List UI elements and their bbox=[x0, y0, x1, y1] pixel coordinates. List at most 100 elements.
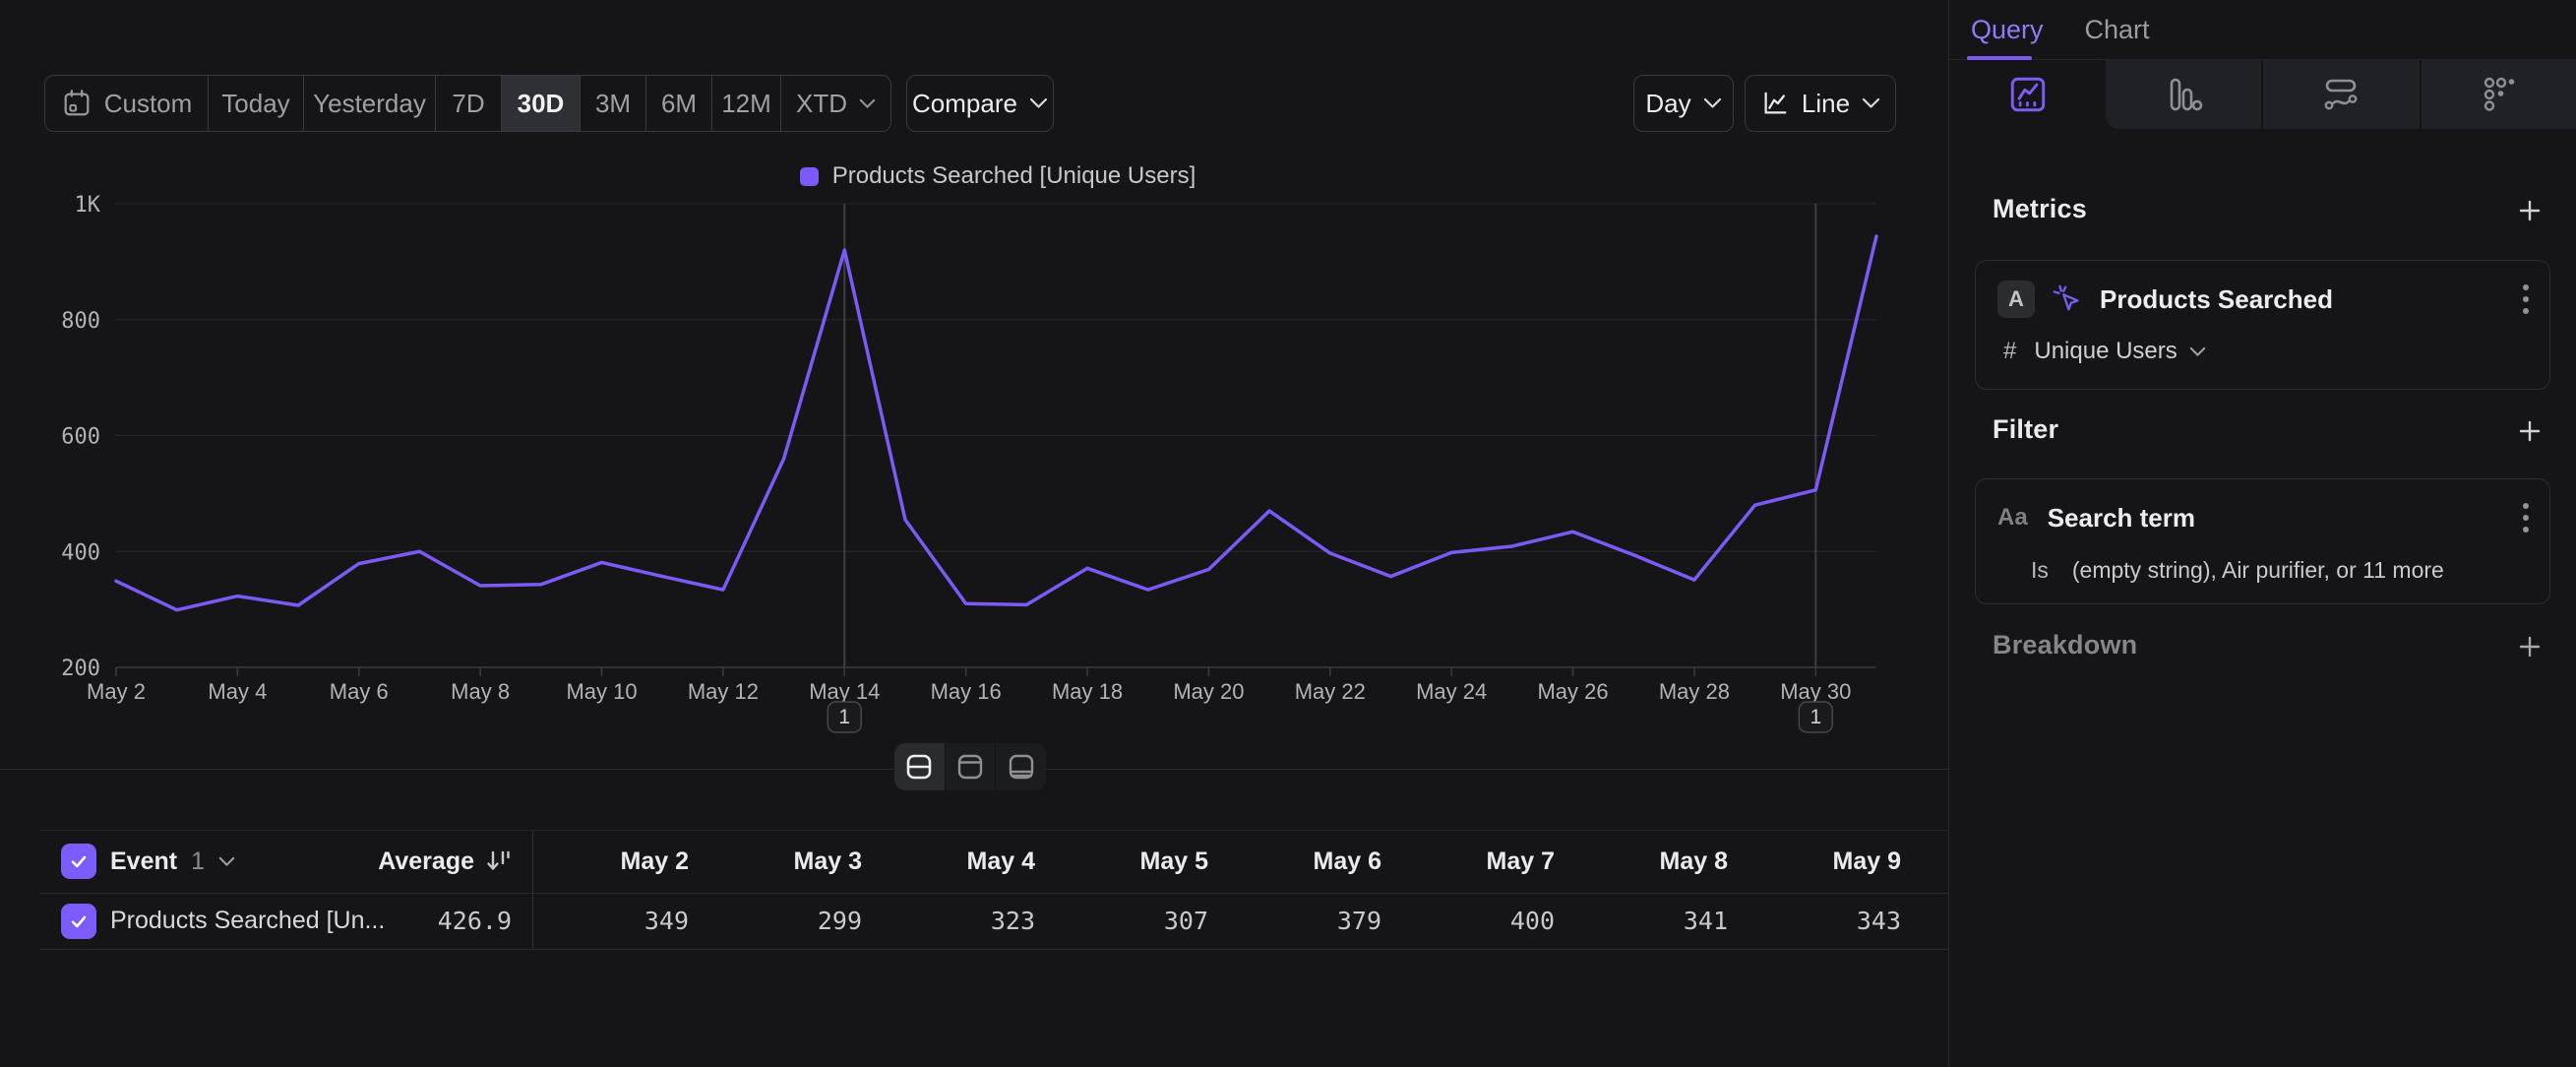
y-tick-label: 400 bbox=[61, 540, 100, 565]
x-tick-label: May 10 bbox=[566, 679, 637, 704]
bottom-pane-icon bbox=[1006, 751, 1037, 783]
tab-chart[interactable]: Chart bbox=[2085, 15, 2150, 45]
add-breakdown-button[interactable] bbox=[2515, 632, 2545, 666]
granularity-label: Day bbox=[1645, 89, 1690, 119]
metric-card[interactable]: A Products Searched # Unique Users bbox=[1975, 260, 2550, 390]
checkmark-icon bbox=[67, 849, 91, 873]
date-value-4: 307 bbox=[1035, 893, 1208, 949]
x-tick-label: May 22 bbox=[1295, 679, 1366, 704]
date-range-group: Custom TodayYesterday 7D 30D 3M 6M 12M XTD bbox=[44, 75, 891, 132]
average-column-header[interactable]: Average bbox=[216, 830, 512, 893]
kebab-menu-icon[interactable] bbox=[2522, 501, 2530, 534]
date-header-5: May 6 bbox=[1208, 830, 1381, 893]
range-7d[interactable]: 7D bbox=[436, 76, 502, 131]
flow-tab-icon bbox=[2319, 73, 2362, 116]
svg-text:1: 1 bbox=[1809, 706, 1821, 728]
range-30d[interactable]: 30D bbox=[502, 76, 581, 131]
tab-bar-chart[interactable] bbox=[2106, 60, 2263, 129]
plus-icon bbox=[2515, 196, 2545, 225]
chart-legend[interactable]: Products Searched [Unique Users] bbox=[116, 159, 1879, 193]
row-bottom-border bbox=[39, 949, 1948, 950]
date-value-2: 299 bbox=[689, 893, 862, 949]
x-tick-label: May 6 bbox=[330, 679, 389, 704]
range-label: 6M bbox=[661, 89, 697, 119]
date-value-6: 400 bbox=[1381, 893, 1555, 949]
chart-type-tabs bbox=[1949, 60, 2576, 129]
layout-switcher bbox=[894, 743, 1046, 790]
filter-value[interactable]: (empty string), Air purifier, or 11 more bbox=[2072, 557, 2444, 584]
granularity-button[interactable]: Day bbox=[1633, 75, 1734, 132]
add-metric-button[interactable] bbox=[2515, 196, 2545, 230]
query-sidebar: Query Chart bbox=[1948, 0, 2576, 1067]
range-label: XTD bbox=[796, 89, 847, 119]
range-6m[interactable]: 6M bbox=[646, 76, 712, 131]
date-value-8: 343 bbox=[1728, 893, 1901, 949]
plus-icon bbox=[2515, 416, 2545, 446]
series-line[interactable] bbox=[116, 236, 1876, 610]
annotation-badge[interactable]: 1 bbox=[1799, 702, 1832, 732]
measure-prefix: # bbox=[2003, 338, 2016, 365]
kebab-menu-icon[interactable] bbox=[2522, 282, 2530, 316]
tab-query[interactable]: Query bbox=[1971, 15, 2044, 45]
range-xtd[interactable]: XTD bbox=[781, 76, 890, 131]
x-tick-label: May 2 bbox=[87, 679, 146, 704]
y-tick-label: 600 bbox=[61, 425, 100, 450]
date-value-3: 323 bbox=[862, 893, 1035, 949]
layout-chart-only-button[interactable] bbox=[946, 743, 997, 790]
x-tick-label: May 30 bbox=[1780, 679, 1851, 704]
breakdown-heading: Breakdown bbox=[1993, 630, 2137, 660]
filter-operator[interactable]: Is bbox=[2031, 557, 2049, 584]
x-tick-label: May 14 bbox=[809, 679, 880, 704]
average-header-label: Average bbox=[378, 847, 474, 876]
range-label: 30D bbox=[518, 89, 565, 119]
range-12m[interactable]: 12M bbox=[712, 76, 781, 131]
layout-table-only-button[interactable] bbox=[996, 743, 1046, 790]
y-tick-label: 200 bbox=[61, 657, 100, 681]
range-label: 7D bbox=[452, 89, 484, 119]
svg-text:1: 1 bbox=[838, 706, 850, 728]
date-header-1: May 2 bbox=[516, 830, 689, 893]
event-header-label: Event bbox=[110, 847, 177, 876]
metric-letter-badge: A bbox=[1997, 281, 2035, 318]
line-chart-tab-icon bbox=[2007, 74, 2049, 115]
chevron-down-icon bbox=[859, 98, 876, 109]
sort-descending-icon bbox=[484, 847, 512, 875]
y-tick-label: 1K bbox=[75, 193, 101, 218]
chevron-down-icon bbox=[1029, 97, 1048, 109]
split-view-icon bbox=[903, 751, 935, 783]
row-checkbox[interactable] bbox=[61, 904, 96, 939]
range-yesterday[interactable]: Yesterday bbox=[304, 76, 436, 131]
chevron-down-icon bbox=[1703, 97, 1722, 109]
add-filter-button[interactable] bbox=[2515, 416, 2545, 451]
select-all-checkbox[interactable] bbox=[61, 844, 96, 879]
table-header-row: Event 1 Average May 2May 3May 4May 5May … bbox=[0, 830, 1948, 893]
legend-swatch bbox=[800, 167, 819, 186]
range-3m[interactable]: 3M bbox=[581, 76, 646, 131]
date-header-4: May 5 bbox=[1035, 830, 1208, 893]
filter-property-title: Search term bbox=[2048, 503, 2502, 534]
layout-split-view-button[interactable] bbox=[894, 743, 946, 790]
tab-line-chart[interactable] bbox=[1949, 60, 2106, 129]
x-tick-label: May 28 bbox=[1659, 679, 1730, 704]
x-tick-label: May 4 bbox=[208, 679, 267, 704]
x-tick-label: May 8 bbox=[451, 679, 510, 704]
line-chart: 1K800600400200May 2May 4May 6May 8May 10… bbox=[39, 192, 1899, 753]
chart-type-label: Line bbox=[1802, 89, 1850, 119]
annotation-badge[interactable]: 1 bbox=[828, 702, 861, 732]
date-value-5: 379 bbox=[1208, 893, 1381, 949]
x-tick-label: May 20 bbox=[1173, 679, 1244, 704]
filter-card[interactable]: Aa Search term Is (empty string), Air pu… bbox=[1975, 478, 2550, 604]
range-label: 3M bbox=[595, 89, 631, 119]
x-tick-label: May 16 bbox=[931, 679, 1002, 704]
chart-type-button[interactable]: Line bbox=[1745, 75, 1896, 132]
top-pane-icon bbox=[954, 751, 986, 783]
range-label: Custom bbox=[104, 89, 193, 119]
tab-composition[interactable] bbox=[2422, 60, 2576, 129]
date-header-3: May 4 bbox=[862, 830, 1035, 893]
date-value-1: 349 bbox=[516, 893, 689, 949]
compare-button[interactable]: Compare bbox=[906, 75, 1054, 132]
range-today[interactable]: Today bbox=[209, 76, 304, 131]
tab-flow[interactable] bbox=[2263, 60, 2421, 129]
measure-selector[interactable]: Unique Users bbox=[2034, 338, 2205, 365]
range-custom[interactable]: Custom bbox=[45, 76, 209, 131]
